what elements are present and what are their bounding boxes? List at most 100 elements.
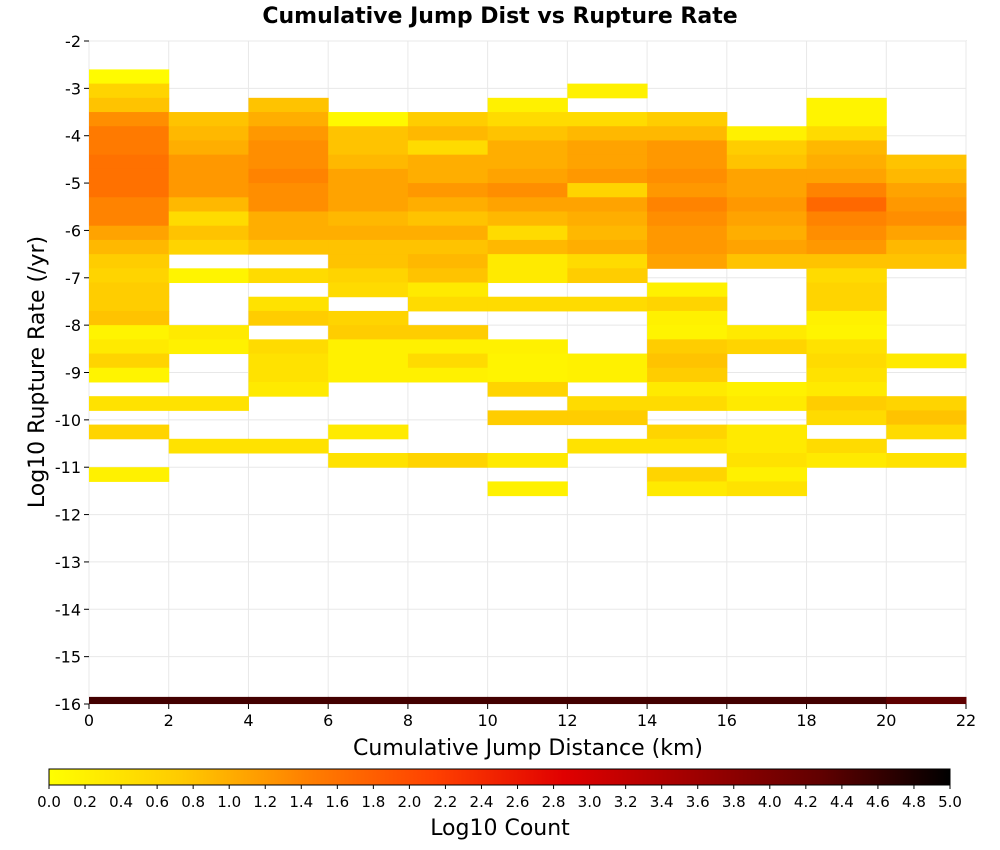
heatmap-cell xyxy=(248,168,329,184)
heatmap-cell xyxy=(89,126,170,141)
colorbar-tick-label: 0.6 xyxy=(145,793,169,811)
heatmap-cell xyxy=(407,268,489,284)
heatmap-cell xyxy=(248,154,329,170)
heatmap-cell xyxy=(328,282,409,298)
heatmap-cell xyxy=(647,254,728,269)
heatmap-cell xyxy=(328,225,409,241)
heatmap-cell xyxy=(726,168,808,184)
x-tick-label: 6 xyxy=(323,711,333,730)
heatmap-cell xyxy=(647,183,728,198)
heatmap-cell xyxy=(407,168,489,184)
heatmap-cell xyxy=(328,140,409,156)
heatmap-cell xyxy=(487,453,568,468)
heatmap-cell xyxy=(806,225,887,241)
heatmap-cell xyxy=(567,367,648,383)
heatmap-cell xyxy=(647,367,728,383)
heatmap-cell xyxy=(168,225,249,241)
heatmap-cell xyxy=(248,296,329,312)
colorbar-tick-label: 4.4 xyxy=(830,793,854,811)
heatmap-cell xyxy=(806,254,887,269)
heatmap-cell xyxy=(487,367,568,383)
heatmap-cell xyxy=(248,339,329,355)
heatmap-cell xyxy=(487,140,568,156)
heatmap-cell xyxy=(567,126,648,141)
heatmap-cell-bottom xyxy=(726,696,808,704)
y-tick-label: -12 xyxy=(55,506,81,525)
heatmap-cell xyxy=(168,339,249,355)
x-tick-label: 16 xyxy=(717,711,737,730)
x-axis-ticks: 0 2 4 6 8 10 12 14 16 18 20 22 xyxy=(84,704,976,730)
colorbar-tick-label: 4.8 xyxy=(902,793,926,811)
heatmap-cell xyxy=(248,197,329,212)
y-axis-label: Log10 Rupture Rate (/yr) xyxy=(25,236,50,508)
heatmap-cell xyxy=(806,268,887,284)
heatmap-cell xyxy=(328,424,409,440)
heatmap-cell xyxy=(328,126,409,141)
heatmap-cell xyxy=(647,396,728,411)
heatmap-cell xyxy=(89,154,170,170)
heatmap-cell xyxy=(647,310,728,326)
x-tick-label: 20 xyxy=(876,711,896,730)
heatmap-cell xyxy=(89,396,170,411)
heatmap-cell xyxy=(168,154,249,170)
heatmap-cell xyxy=(328,268,409,284)
heatmap-cell xyxy=(89,112,170,127)
heatmap-cell xyxy=(407,353,489,369)
y-tick-label: -15 xyxy=(55,648,81,667)
heatmap-cell xyxy=(328,367,409,383)
colorbar-tick-label: 1.8 xyxy=(361,793,385,811)
heatmap-cell xyxy=(726,396,808,411)
heatmap-cell xyxy=(726,339,808,355)
heatmap-cell xyxy=(168,239,249,255)
heatmap-cell xyxy=(886,197,967,212)
heatmap-cell xyxy=(487,154,568,170)
heatmap-cell xyxy=(407,112,489,127)
heatmap-cell xyxy=(248,268,329,284)
colorbar-tick-label: 3.8 xyxy=(722,793,746,811)
heatmap-cell xyxy=(806,353,887,369)
heatmap-cell xyxy=(89,140,170,156)
heatmap-cell xyxy=(328,310,409,326)
heatmap-cell xyxy=(89,83,170,99)
heatmap-cell xyxy=(647,282,728,298)
colorbar-tick-label: 1.0 xyxy=(217,793,241,811)
x-tick-label: 0 xyxy=(84,711,94,730)
heatmap-cell xyxy=(328,112,409,127)
heatmap-cell xyxy=(248,367,329,383)
heatmap-cell xyxy=(567,211,648,227)
heatmap-cell xyxy=(886,396,967,411)
heatmap-cell xyxy=(168,112,249,127)
colorbar-tick-label: 1.4 xyxy=(289,793,313,811)
heatmap-cell xyxy=(89,353,170,369)
heatmap-cell xyxy=(806,310,887,326)
heatmap-cell xyxy=(726,424,808,440)
colorbar-tick-label: 3.0 xyxy=(578,793,602,811)
y-tick-label: -14 xyxy=(55,600,81,619)
heatmap-cell xyxy=(248,126,329,141)
heatmap-cell xyxy=(487,97,568,113)
heatmap-cells xyxy=(89,69,967,704)
heatmap-cell xyxy=(886,410,967,426)
heatmap-cell xyxy=(487,254,568,269)
heatmap-cell xyxy=(89,325,170,340)
heatmap-cell xyxy=(567,112,648,127)
heatmap-cell-bottom xyxy=(806,696,887,704)
heatmap-cell xyxy=(567,268,648,284)
colorbar-tick-label: 1.6 xyxy=(325,793,349,811)
heatmap-cell xyxy=(567,83,648,99)
x-tick-label: 22 xyxy=(956,711,976,730)
heatmap-cell xyxy=(487,225,568,241)
heatmap-cell-bottom xyxy=(567,696,648,704)
colorbar-tick-label: 0.0 xyxy=(37,793,61,811)
heatmap-cell xyxy=(726,467,808,482)
y-tick-label: -5 xyxy=(65,174,81,193)
colorbar-tick-label: 1.2 xyxy=(253,793,277,811)
heatmap-cell xyxy=(89,268,170,284)
heatmap-cell xyxy=(407,154,489,170)
heatmap-cell xyxy=(248,438,329,454)
heatmap-cell xyxy=(328,197,409,212)
heatmap-cell xyxy=(567,168,648,184)
y-tick-label: -6 xyxy=(65,221,81,240)
heatmap-cell xyxy=(726,438,808,454)
heatmap-cell xyxy=(567,296,648,312)
